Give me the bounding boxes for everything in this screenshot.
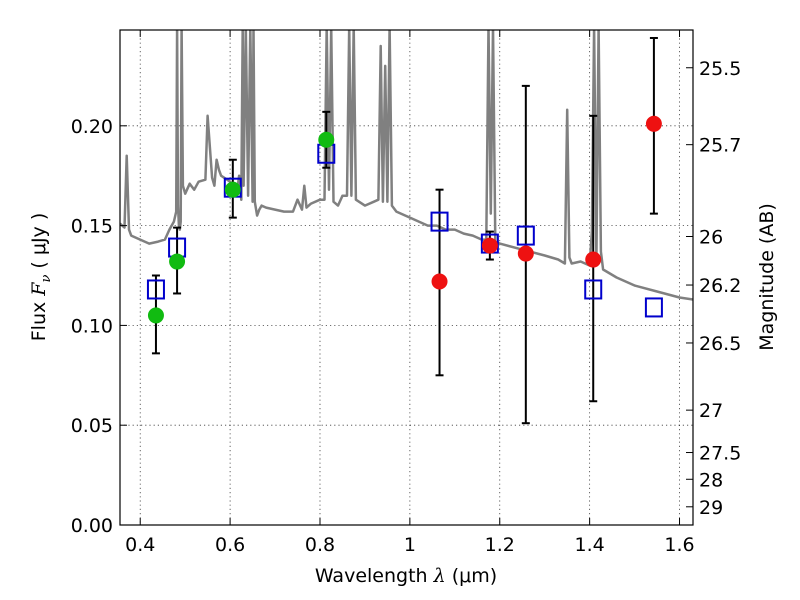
- axis-ticks: 0.4 0.6 0.8 1 1.2 1.4 1.6 0.00 0.05 0.10 0.15 0.20 2…: [71, 30, 741, 556]
- x-tick-label: 0.8: [305, 534, 335, 556]
- magnitude-axis-label: Magnitude (AB): [756, 203, 778, 351]
- magnitude-tick-label: 25.5: [699, 58, 741, 80]
- model-flux-square: [516, 225, 535, 246]
- y-axis-label: Flux Fν ( μJy ): [28, 213, 54, 342]
- observed-flux-point: [585, 251, 602, 268]
- magnitude-tick-label: 26.5: [699, 333, 741, 355]
- observed-flux-point: [169, 253, 186, 270]
- observed-flux-point: [318, 131, 335, 148]
- observed-flux-point: [481, 237, 498, 254]
- magnitude-tick-label: 29: [699, 497, 723, 519]
- magnitude-tick-label: 27.5: [699, 443, 741, 465]
- model-flux-square: [146, 279, 165, 300]
- plot-area: [120, 30, 693, 425]
- x-tick-label: 1.6: [664, 534, 694, 556]
- y-tick-label: 0.20: [71, 116, 113, 138]
- plot-frame: [119, 29, 694, 526]
- magnitude-tick-label: 28: [699, 469, 723, 491]
- magnitude-tick-label: 26: [699, 226, 723, 248]
- grid-lines: [120, 30, 693, 526]
- model-spectrum-line: [120, 30, 693, 301]
- x-tick-label: 1: [404, 534, 416, 556]
- x-tick-label: 1.4: [575, 534, 605, 556]
- observed-flux-point: [517, 245, 534, 262]
- model-flux-square: [644, 297, 663, 318]
- model-flux-square: [584, 279, 603, 300]
- observed-flux-point: [147, 307, 164, 324]
- x-axis-label: Wavelength λ (μm): [315, 565, 497, 587]
- observed-flux-point: [431, 273, 448, 290]
- x-tick-label: 0.4: [125, 534, 155, 556]
- y-tick-label: 0.00: [71, 515, 113, 537]
- x-tick-label: 1.2: [485, 534, 515, 556]
- y-tick-label: 0.05: [71, 415, 113, 437]
- magnitude-tick-label: 27: [699, 400, 723, 422]
- observed-flux-point: [645, 115, 662, 132]
- magnitude-tick-label: 25.7: [699, 135, 741, 157]
- model-flux-square: [430, 211, 449, 232]
- observed-flux-point: [224, 181, 241, 198]
- x-tick-label: 0.6: [215, 534, 245, 556]
- y-tick-label: 0.10: [71, 315, 113, 337]
- magnitude-tick-label: 26.2: [699, 275, 741, 297]
- y-tick-label: 0.15: [71, 216, 113, 238]
